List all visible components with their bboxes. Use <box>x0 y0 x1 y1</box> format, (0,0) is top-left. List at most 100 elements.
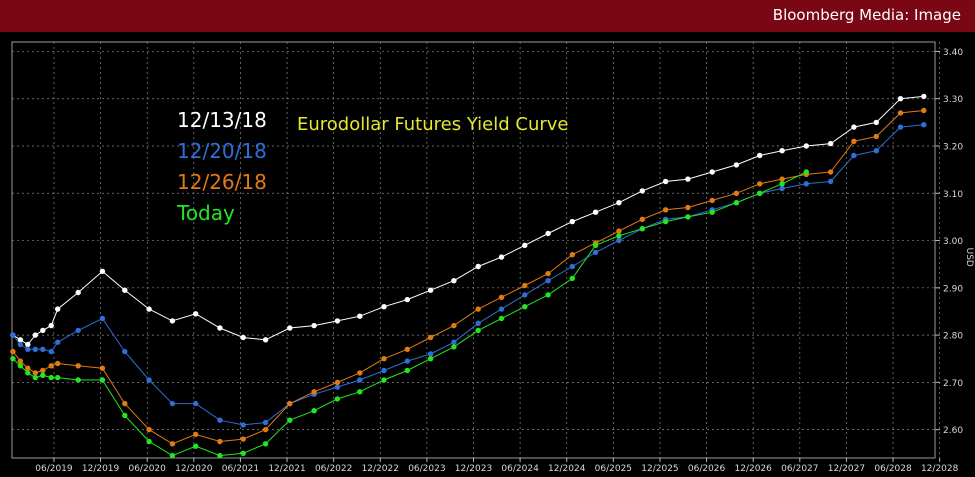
series-point <box>709 169 715 175</box>
y-tick-label: 2.80 <box>943 332 963 342</box>
series-point <box>733 190 740 196</box>
series-point <box>685 204 691 211</box>
series-point <box>311 408 317 414</box>
series-point <box>873 148 879 154</box>
series-point <box>851 124 857 130</box>
series-point <box>169 441 176 447</box>
series-point <box>40 367 46 374</box>
series-point <box>427 334 434 341</box>
series-point <box>55 339 61 345</box>
series-point <box>803 181 809 187</box>
y-tick-label: 3.20 <box>943 143 963 153</box>
series-point <box>616 228 622 234</box>
x-tick-label: 12/2021 <box>268 464 305 474</box>
series-point <box>193 431 199 438</box>
series-point <box>146 426 152 433</box>
series-point <box>779 185 785 192</box>
series-point <box>545 292 551 298</box>
series-point <box>169 318 176 324</box>
series-point <box>685 214 691 220</box>
legend-entry: 12/20/18 <box>177 139 267 163</box>
series-point <box>334 318 341 324</box>
series-point <box>55 360 61 367</box>
series-point <box>897 124 904 130</box>
series-point <box>662 218 669 225</box>
series-point <box>685 176 691 182</box>
header-bar: Bloomberg Media: Image <box>0 0 975 32</box>
y-tick-label: 2.70 <box>943 379 963 389</box>
series-point <box>240 422 246 428</box>
series-point <box>357 370 363 376</box>
series-point <box>827 178 834 185</box>
series-point <box>921 122 927 128</box>
series-point <box>851 152 857 159</box>
series-point <box>381 367 387 374</box>
series-point <box>545 270 551 277</box>
series-point <box>193 443 199 449</box>
series-line <box>12 110 924 445</box>
series-point <box>404 358 410 364</box>
series-point <box>427 287 434 293</box>
series-point <box>146 306 152 312</box>
legend-entry: 12/26/18 <box>177 170 267 194</box>
series-point <box>10 356 16 362</box>
series-point <box>240 436 246 442</box>
x-tick-label: 06/2022 <box>315 464 352 474</box>
series-point <box>10 348 16 355</box>
series-point <box>99 315 106 322</box>
series-point <box>381 377 387 383</box>
series-point <box>779 176 785 182</box>
series-point <box>217 325 223 331</box>
series-point <box>334 384 341 390</box>
x-tick-label: 12/2027 <box>828 464 865 474</box>
series-point <box>569 218 575 225</box>
x-tick-label: 06/2027 <box>781 464 818 474</box>
series-point <box>122 287 128 293</box>
x-tick-label: 06/2025 <box>595 464 632 474</box>
series-point <box>25 365 31 371</box>
x-tick-label: 12/2022 <box>362 464 399 474</box>
series-point <box>873 119 879 126</box>
series-point <box>357 389 363 395</box>
x-tick-label: 06/2024 <box>501 464 539 474</box>
series-point <box>99 377 106 383</box>
series-point <box>32 374 38 381</box>
series-point <box>357 313 363 319</box>
series-point <box>897 96 904 102</box>
series-point <box>451 278 457 284</box>
series-point <box>334 379 341 386</box>
series-point <box>262 337 269 343</box>
series-point <box>48 322 54 329</box>
series-point <box>10 332 16 338</box>
series-point <box>75 289 81 296</box>
series-point <box>897 110 904 116</box>
series-point <box>334 396 341 402</box>
series-point <box>592 249 599 256</box>
series-point <box>25 370 31 376</box>
series-point <box>522 304 528 310</box>
series-point <box>569 252 575 258</box>
x-tick-label: 12/2019 <box>82 464 120 474</box>
series-point <box>122 412 128 419</box>
series-point <box>32 332 38 338</box>
series-point <box>592 242 599 248</box>
series-point <box>545 278 551 284</box>
series-point <box>40 346 46 352</box>
series-line <box>12 95 924 346</box>
series-point <box>662 207 669 213</box>
series-point <box>217 452 223 459</box>
y-tick-label: 2.60 <box>943 426 963 436</box>
series-point <box>545 230 551 237</box>
x-tick-label: 06/2023 <box>408 464 445 474</box>
series-point <box>498 294 505 300</box>
series-point <box>146 438 152 445</box>
y-axis-label: USD <box>964 248 974 267</box>
series-point <box>616 200 622 206</box>
series-point <box>169 452 176 459</box>
series-point <box>75 363 81 369</box>
series-point <box>639 226 645 232</box>
series-point <box>40 372 46 378</box>
series-point <box>733 162 740 168</box>
series-point <box>451 339 457 345</box>
x-tick-label: 06/2028 <box>874 464 912 474</box>
